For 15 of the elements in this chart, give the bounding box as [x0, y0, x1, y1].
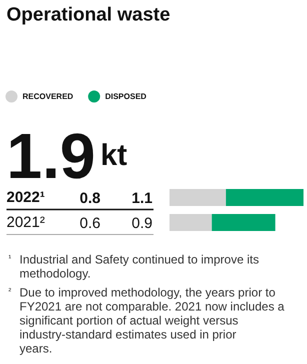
bar — [212, 214, 276, 231]
bar — [226, 189, 304, 206]
y-tick-label: 2021² — [6, 214, 45, 231]
text: ¹ Industrial and Safety continued to improve its methodology. — [8, 252, 259, 280]
text: ² Due to improved methodology, the years prior to FY2021 are not comparable. 2021 now includes a significant portion of actual weight versus industry-standard estimates used in prior years. — [8, 286, 285, 356]
data-label: 1.1 — [132, 190, 153, 207]
data-label: 0.6 — [80, 215, 101, 232]
data-label: 0.9 — [132, 215, 153, 232]
legend-label: RECOVERED — [22, 92, 74, 101]
chart-title: Operational waste — [6, 4, 170, 26]
legend-label: DISPOSED — [105, 92, 147, 101]
bar — [170, 189, 226, 206]
y-tick-label: 2022¹ — [6, 189, 45, 206]
data-label: 0.8 — [80, 190, 101, 207]
bar — [170, 214, 212, 231]
